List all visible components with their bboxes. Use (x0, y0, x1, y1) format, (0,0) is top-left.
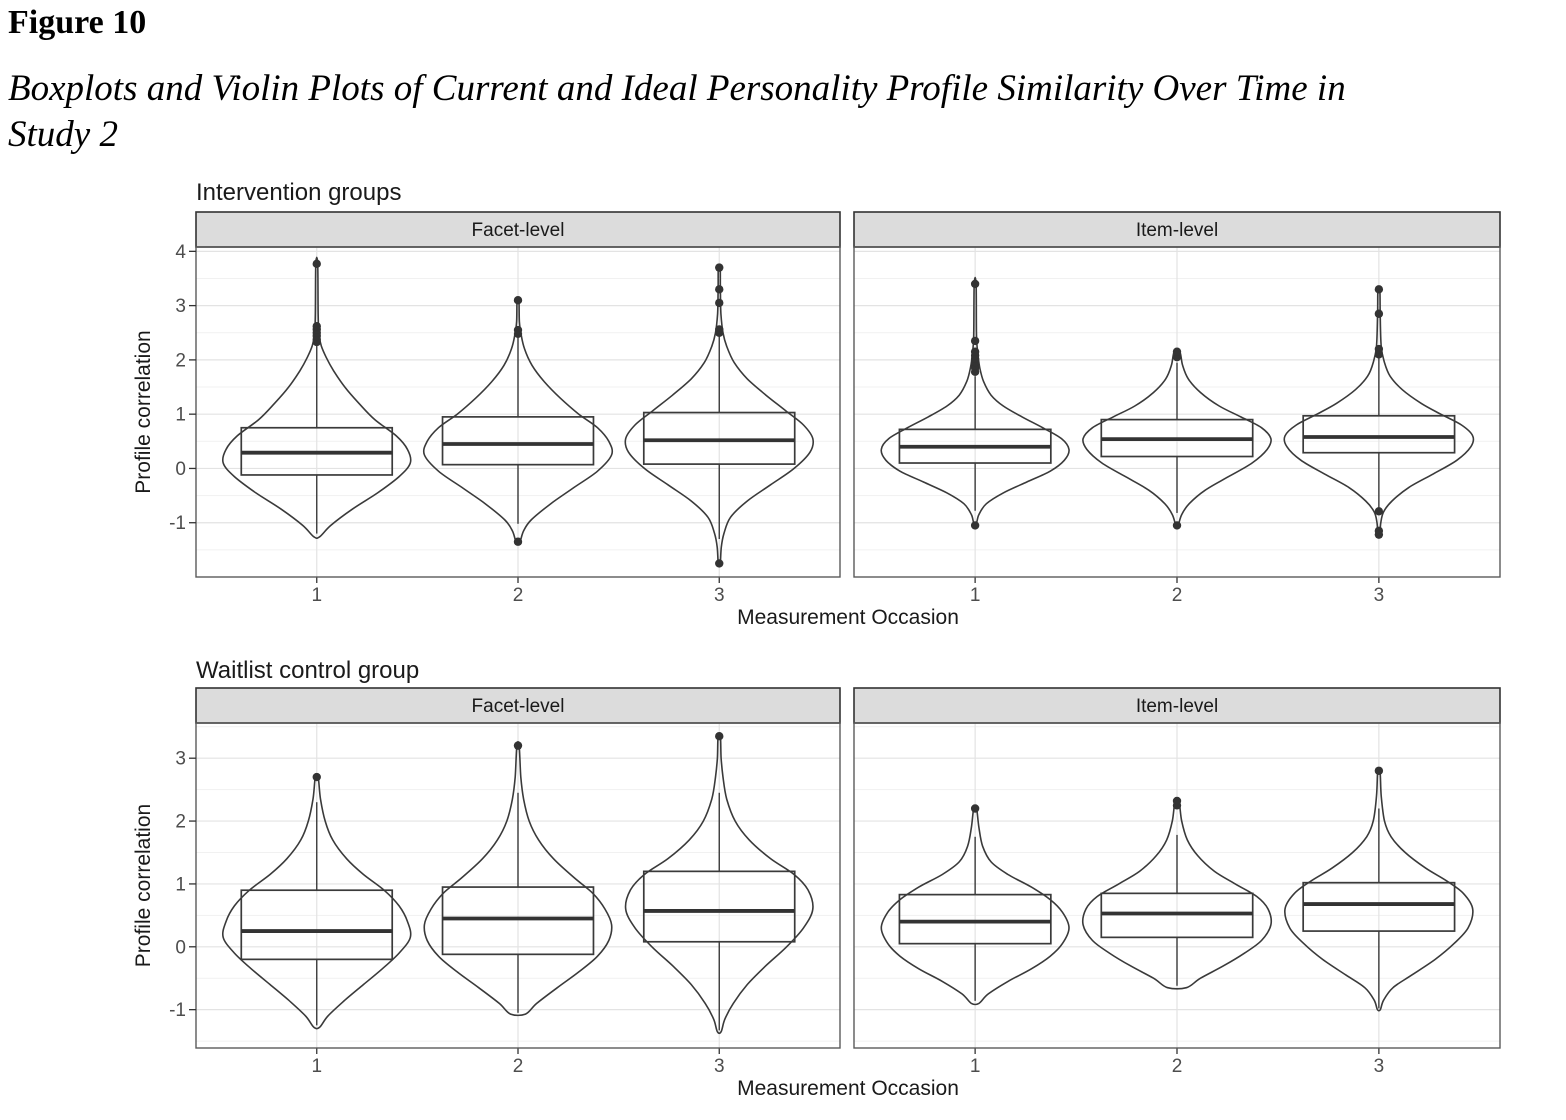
y-tick-label: 3 (175, 749, 186, 770)
x-tick-label: 1 (311, 585, 322, 606)
y-tick-label: 1 (175, 874, 186, 895)
y-tick-label: 4 (175, 242, 186, 263)
chart-group-title: Intervention groups (196, 179, 401, 206)
y-tick-label: 2 (175, 812, 186, 833)
y-axis-title: Profile correlation (132, 330, 155, 493)
outlier-dot (1172, 796, 1182, 806)
x-tick-label: 1 (970, 1056, 981, 1077)
x-tick-label: 3 (714, 1056, 725, 1077)
figure-label: Figure 10 (8, 4, 147, 41)
outlier-dot (1374, 766, 1384, 775)
outlier-dot (312, 772, 321, 782)
box (1302, 881, 1456, 932)
outlier-dot (1172, 521, 1182, 530)
chart-group-title: Waitlist control group (196, 657, 419, 684)
outlier-dot (715, 298, 724, 308)
outlier-dot (1374, 344, 1384, 354)
outlier-dot (715, 263, 724, 272)
y-tick-label: 2 (175, 350, 186, 371)
box (1302, 414, 1456, 454)
outlier-dot (970, 336, 980, 346)
facet-strip-label: Item-level (1136, 696, 1218, 717)
figure-title-line1: Boxplots and Violin Plots of Current and… (8, 68, 1346, 109)
x-tick-label: 2 (513, 585, 524, 606)
panel-border (195, 722, 841, 1049)
facet-strip-label: Item-level (1136, 220, 1218, 241)
x-tick-label: 3 (1374, 1056, 1385, 1077)
intervention-groups-chart: Intervention groups 1 2 3 Facet-level 1 2 3 Item… (132, 179, 1501, 629)
outlier-dot (715, 732, 724, 741)
y-tick-label: 1 (175, 405, 186, 426)
facet-strip (853, 687, 1501, 724)
outlier-dot (970, 279, 980, 289)
box (441, 886, 595, 956)
y-tick-label: -1 (169, 1000, 186, 1021)
outlier-dot (970, 804, 980, 813)
figure-title-line2: Study 2 (8, 114, 118, 156)
outlier-dot (1374, 309, 1384, 318)
waitlist-control-group-chart: Waitlist control group 1 2 3 Facet-level 1 2 3 I… (132, 657, 1501, 1100)
facet-strip (853, 211, 1501, 248)
y-tick-label: 3 (175, 296, 186, 317)
outlier-dot (513, 325, 523, 335)
outlier-dot (970, 347, 980, 356)
box (240, 889, 394, 961)
box (898, 893, 1052, 945)
box (441, 416, 595, 466)
outlier-dot (312, 322, 321, 331)
box (642, 870, 796, 943)
y-axis-title: Profile correlation (132, 804, 155, 967)
figure-title: Boxplots and Violin Plots of Current and… (8, 66, 1346, 159)
x-tick-label: 3 (714, 585, 725, 606)
x-tick-label: 3 (1374, 585, 1385, 606)
x-tick-label: 2 (1172, 1056, 1183, 1077)
x-tick-label: 2 (1172, 585, 1183, 606)
facet-strip-label: Facet-level (472, 696, 565, 717)
y-tick-label: 0 (175, 459, 186, 480)
outlier-dot (312, 259, 321, 269)
panel-border (853, 246, 1501, 578)
outlier-dot (1172, 347, 1182, 356)
panel-border (853, 722, 1501, 1049)
outlier-dot (715, 325, 724, 334)
facet-strip (195, 211, 841, 248)
outlier-dot (715, 285, 724, 294)
outlier-dot (513, 295, 523, 305)
x-axis-title: Measurement Occasion (737, 1077, 959, 1100)
outlier-dot (513, 741, 523, 750)
x-tick-label: 1 (311, 1056, 322, 1077)
y-tick-label: -1 (169, 513, 186, 534)
x-tick-label: 1 (970, 585, 981, 606)
x-axis-title: Measurement Occasion (737, 606, 959, 629)
facet-strip-label: Facet-level (472, 220, 565, 241)
outlier-dot (1374, 530, 1384, 539)
outlier-dot (1374, 507, 1384, 516)
outlier-dot (715, 559, 724, 568)
y-tick-label: 0 (175, 937, 186, 958)
outlier-dot (970, 521, 980, 530)
outlier-dot (513, 537, 523, 546)
x-tick-label: 2 (513, 1056, 524, 1077)
outlier-dot (1374, 285, 1384, 294)
panel-border (195, 246, 841, 578)
